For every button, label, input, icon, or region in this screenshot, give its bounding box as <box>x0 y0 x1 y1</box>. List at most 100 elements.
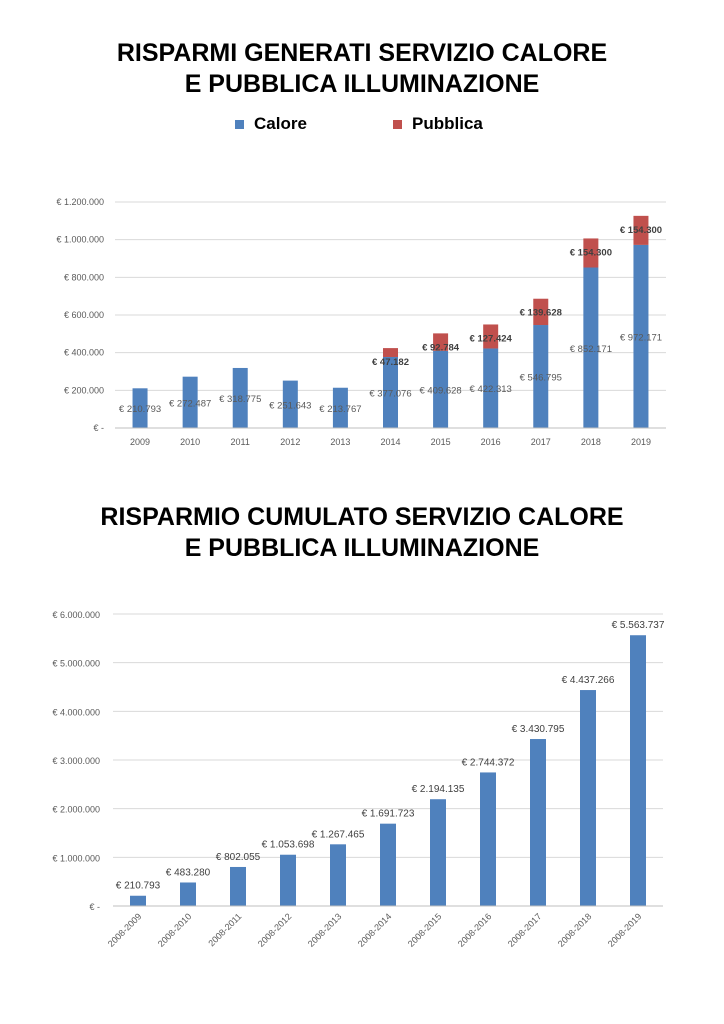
chart1-ytick-label: € 600.000 <box>64 310 104 320</box>
chart2-xtick-label: 2008-2009 <box>106 911 144 949</box>
chart1-xtick-label: 2017 <box>531 437 551 447</box>
legend-label-pubblica: Pubblica <box>412 114 483 133</box>
chart1-xtick-label: 2009 <box>130 437 150 447</box>
chart1-bar-pubblica <box>483 324 499 349</box>
chart1-data-label-calore: € 422.313 <box>470 384 512 395</box>
chart2-xtick-label: 2008-2016 <box>456 911 494 949</box>
chart2-bar <box>530 739 546 906</box>
chart1-xtick-label: 2011 <box>231 437 250 447</box>
chart2-ytick-label: € 2.000.000 <box>52 805 100 815</box>
chart2-title-line1: RISPARMIO CUMULATO SERVIZIO CALORE <box>100 503 624 531</box>
chart1-xtick-label: 2013 <box>330 437 350 447</box>
legend-label-calore: Calore <box>254 114 307 133</box>
chart1-data-label-calore: € 546.795 <box>520 373 562 384</box>
chart1-xtick-label: 2012 <box>280 437 300 447</box>
chart2-bar <box>230 866 246 906</box>
chart2-data-label: € 1.267.465 <box>312 829 365 840</box>
legend-swatch-calore <box>235 120 244 130</box>
chart2-xtick-label: 2008-2010 <box>156 911 194 949</box>
chart2-data-label: € 2.194.135 <box>412 784 465 795</box>
chart1-title-line1: RISPARMI GENERATI SERVIZIO CALORE <box>116 39 608 67</box>
chart2-xtick-label: 2008-2012 <box>256 911 294 949</box>
chart2-data-label: € 3.430.795 <box>512 724 565 735</box>
chart1-data-label-pubblica: € 127.424 <box>470 333 513 344</box>
chart1-data-label-calore: € 272.487 <box>169 398 211 409</box>
chart1-bar-calore <box>433 350 449 428</box>
chart2-ytick-label: € - <box>89 902 100 912</box>
chart1-bar-pubblica <box>633 215 649 245</box>
chart1-data-label-pubblica: € 47.182 <box>372 357 409 368</box>
chart2-data-label: € 483.280 <box>166 867 211 878</box>
chart2-xtick-label: 2008-2011 <box>206 911 243 948</box>
chart1-xtick-label: 2014 <box>380 437 400 447</box>
chart1-data-label-pubblica: € 92.784 <box>422 342 460 353</box>
chart2-bar <box>330 844 346 906</box>
chart2-xtick-label: 2008-2017 <box>506 911 544 949</box>
legend-item-pubblica: Pubblica <box>393 114 483 134</box>
chart1-bar-calore <box>633 244 649 428</box>
chart2-bar <box>180 882 196 906</box>
chart1-data-label-calore: € 409.628 <box>419 385 461 396</box>
chart1-bar-calore <box>182 376 198 428</box>
chart2-ytick-label: € 5.000.000 <box>52 659 100 669</box>
chart1-bar-calore <box>383 356 398 428</box>
chart2-xtick-label: 2008-2018 <box>556 911 594 949</box>
chart2-bar <box>630 635 646 906</box>
chart1-bar-pubblica <box>383 348 398 357</box>
chart1-xtick-label: 2019 <box>631 437 651 447</box>
chart2-ytick-label: € 6.000.000 <box>52 610 100 620</box>
chart1-ytick-label: € 1.200.000 <box>56 197 104 207</box>
chart2-data-label: € 4.437.266 <box>562 675 615 686</box>
chart2-data-label: € 5.563.737 <box>612 620 665 631</box>
chart2-xtick-label: 2008-2019 <box>606 911 644 949</box>
chart1-bar-pubblica <box>433 333 449 351</box>
chart1-data-label-calore: € 377.076 <box>369 388 411 399</box>
chart1-data-label-calore: € 210.793 <box>119 404 161 415</box>
chart2-bar <box>130 895 146 906</box>
chart1-bar-calore <box>232 367 248 428</box>
chart2-bar <box>380 823 396 906</box>
chart2-xtick-label: 2008-2014 <box>356 911 394 949</box>
chart2-ytick-label: € 3.000.000 <box>52 756 100 766</box>
chart1-bar-calore <box>583 267 599 428</box>
chart2-data-label: € 210.793 <box>116 881 161 892</box>
chart1-xtick-label: 2015 <box>431 437 451 447</box>
chart1-bar-calore <box>332 387 348 428</box>
chart1-ytick-label: € 1.000.000 <box>56 235 104 245</box>
chart2-xtick-label: 2008-2013 <box>306 911 344 949</box>
chart1-xtick-label: 2016 <box>481 437 501 447</box>
chart2-xtick-label: 2008-2015 <box>406 911 444 949</box>
legend-item-calore: Calore <box>235 114 307 134</box>
chart1-ytick-label: € 200.000 <box>64 385 104 395</box>
chart1-data-label-calore: € 213.767 <box>319 404 361 415</box>
chart1-data-label-calore: € 251.643 <box>269 400 311 411</box>
legend-swatch-pubblica <box>393 120 402 130</box>
chart2-data-label: € 2.744.372 <box>462 757 515 768</box>
chart2-bar <box>430 799 446 906</box>
chart1-title-line2: E PUBBLICA ILLUMINAZIONE <box>184 70 540 98</box>
chart2-data-label: € 1.691.723 <box>362 809 415 820</box>
chart1-bar-calore <box>533 325 549 428</box>
chart1-bar-pubblica <box>533 298 549 326</box>
chart1-data-label-calore: € 318.775 <box>219 394 261 405</box>
chart1-xtick-label: 2018 <box>581 437 601 447</box>
chart1-ytick-label: € 400.000 <box>64 348 104 358</box>
chart1-bar-calore <box>132 388 148 428</box>
chart2-data-label: € 1.053.698 <box>262 840 315 851</box>
chart2-bar <box>480 772 496 906</box>
chart1-xtick-label: 2010 <box>180 437 200 447</box>
chart1-data-label-pubblica: € 154.300 <box>570 247 612 258</box>
chart2-ytick-label: € 1.000.000 <box>52 853 100 863</box>
chart2-data-label: € 802.055 <box>216 852 261 863</box>
chart2-title-line2: E PUBBLICA ILLUMINAZIONE <box>184 534 540 562</box>
chart2-ytick-label: € 4.000.000 <box>52 707 100 717</box>
chart1-bar-calore <box>483 348 499 428</box>
chart1-bar-pubblica <box>583 238 599 268</box>
chart1-ytick-label: € - <box>93 423 104 433</box>
chart1-data-label-calore: € 972.171 <box>620 332 662 343</box>
chart1-data-label-pubblica: € 154.300 <box>620 225 662 236</box>
chart2-bar <box>580 690 596 906</box>
chart1-data-label-pubblica: € 139.628 <box>520 308 562 319</box>
